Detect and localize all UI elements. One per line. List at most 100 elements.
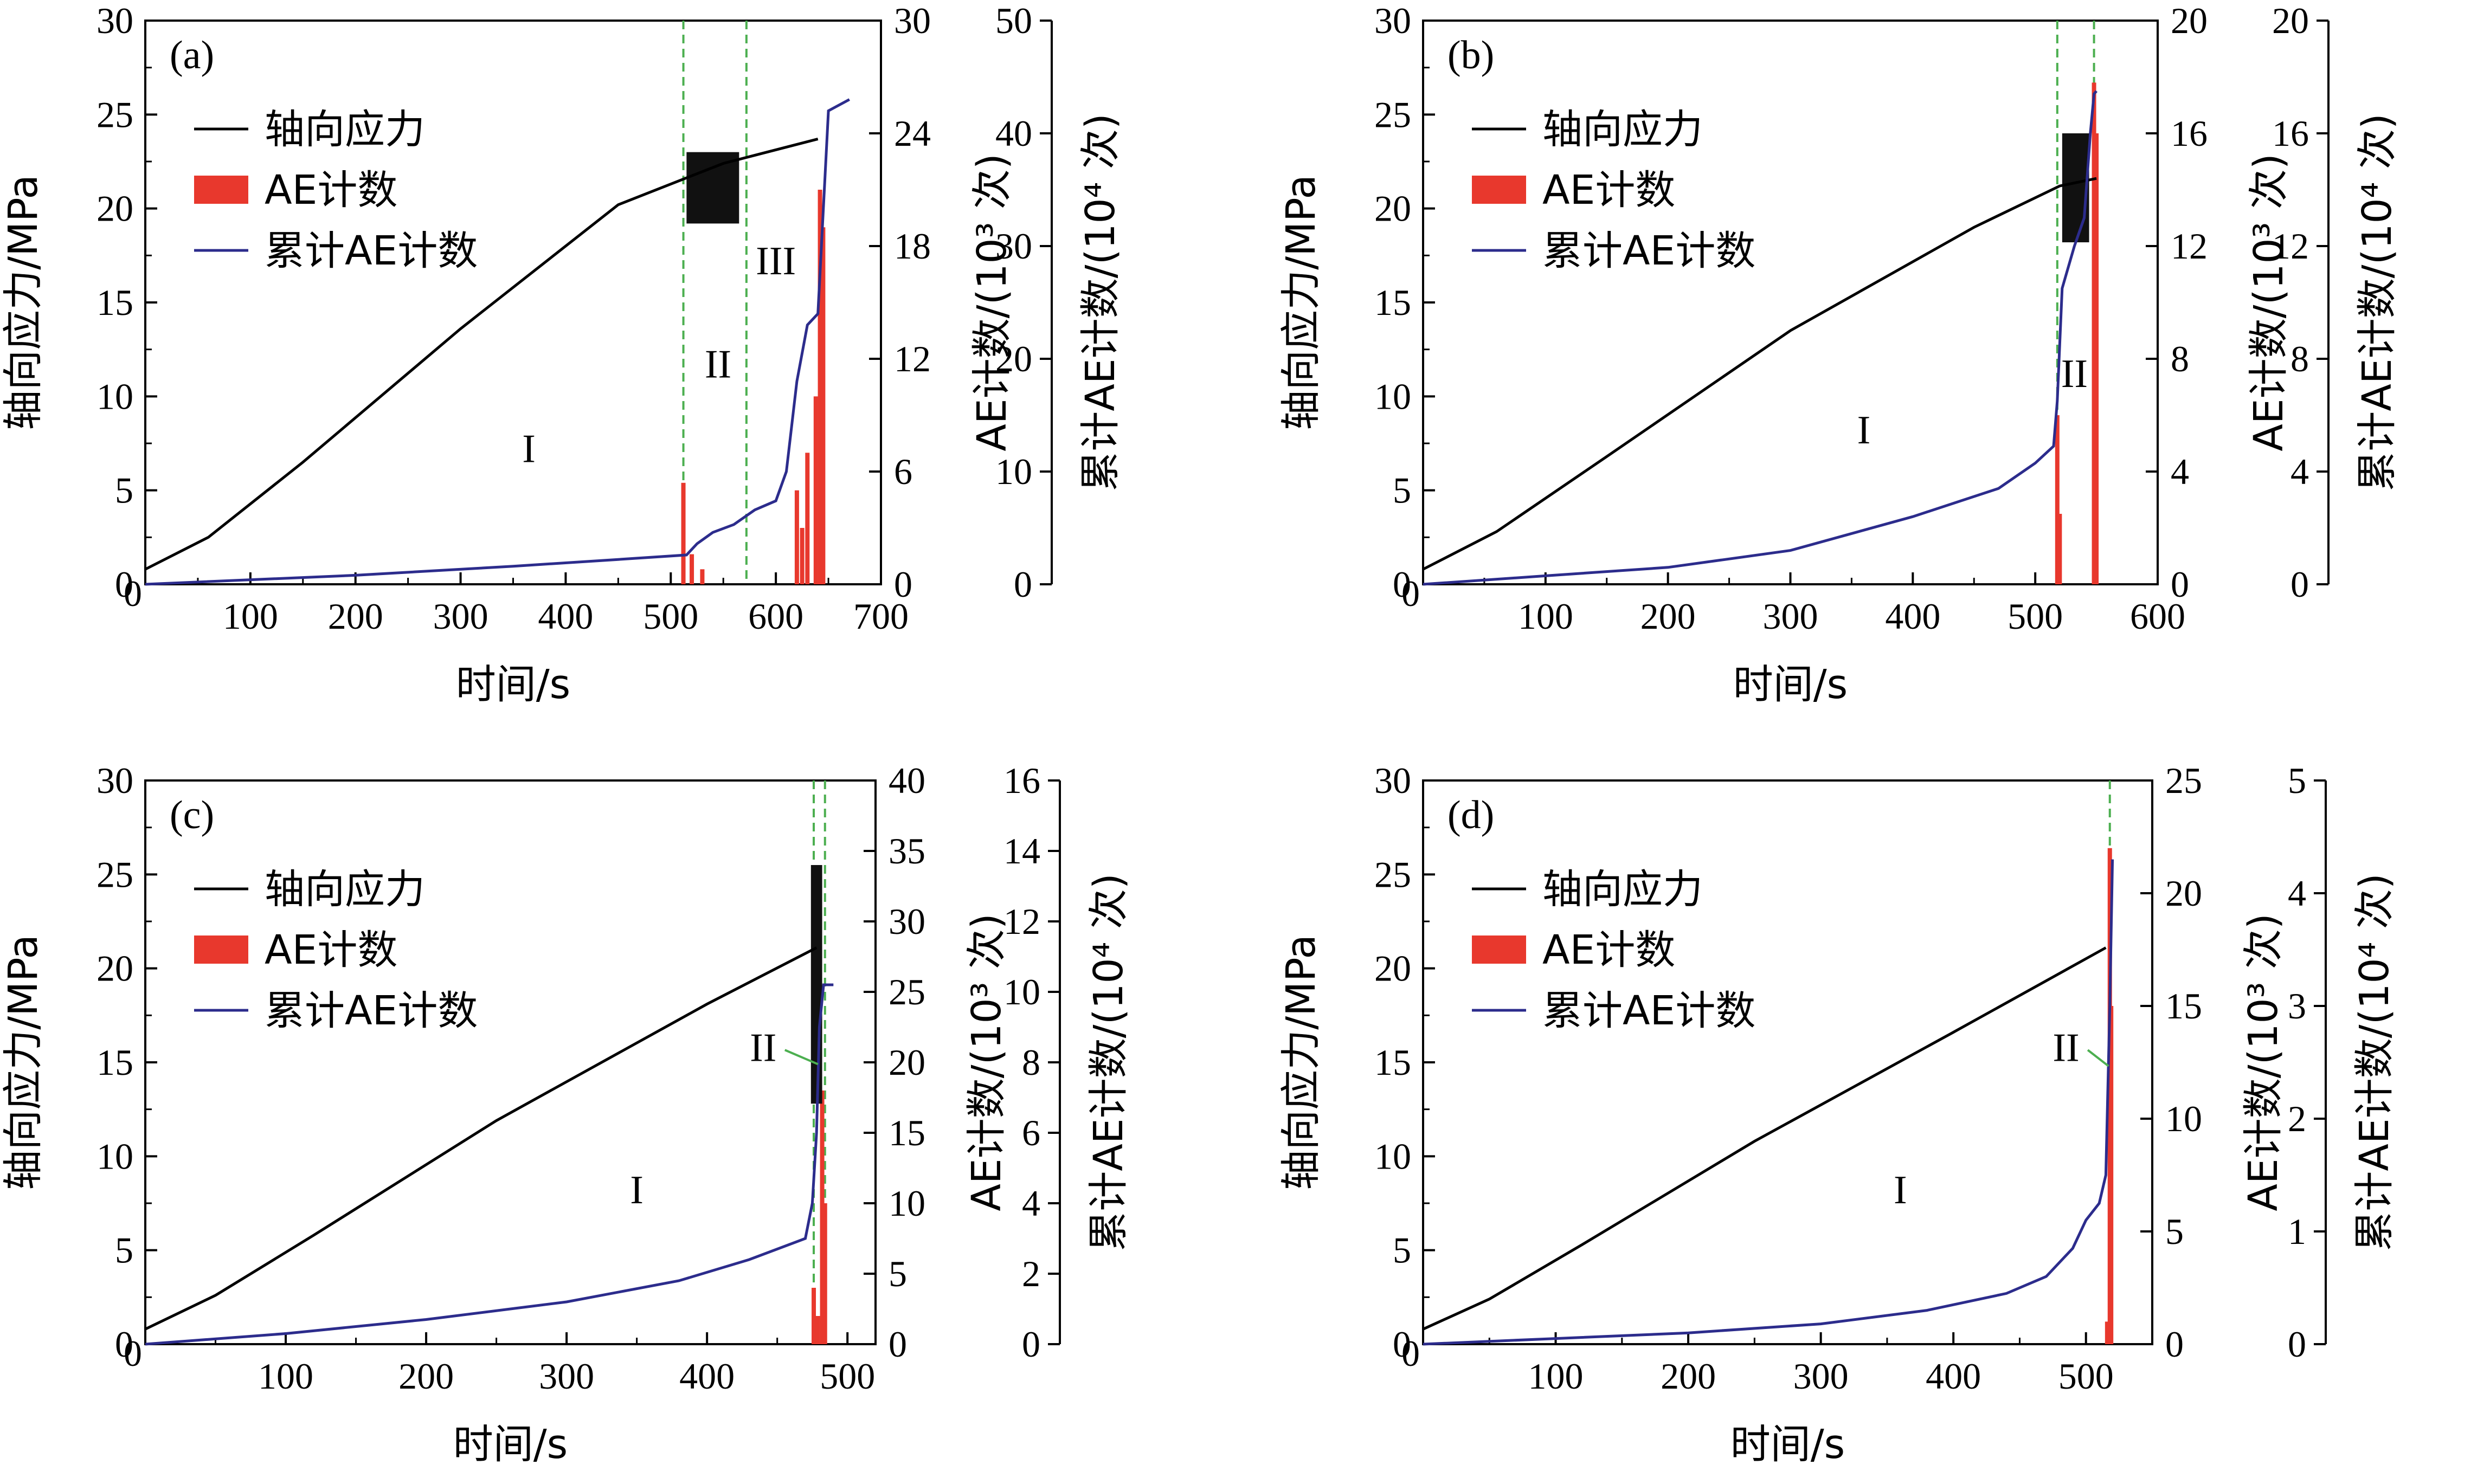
y-tick-label-ae: 6 [894, 451, 912, 492]
y-tick-label-ae: 20 [2165, 873, 2202, 914]
y-tick-label-cum: 16 [1003, 760, 1040, 801]
y-tick-label-ae: 5 [2165, 1211, 2184, 1252]
x-axis-title: 时间/s [453, 1421, 568, 1468]
y-tick-label-stress: 30 [1374, 0, 1411, 41]
x-tick-label: 300 [1793, 1356, 1849, 1397]
x-tick-label: 100 [1528, 1356, 1584, 1397]
y-tick-label-cum: 12 [2272, 225, 2309, 267]
x-tick-label: 400 [1926, 1356, 1981, 1397]
phase-label: I [1894, 1168, 1907, 1212]
y-tick-label-cum: 10 [1003, 971, 1040, 1012]
legend-ae-label: AE计数 [265, 167, 397, 214]
y-axis-title-ae: AE计数/(10³ 次) [969, 153, 1015, 451]
x-tick-label: 400 [679, 1356, 735, 1397]
y-tick-label-ae: 20 [889, 1042, 925, 1083]
y-tick-label-cum: 8 [2290, 338, 2309, 379]
phase-label: II [2061, 352, 2088, 396]
x-tick-label: 600 [2130, 596, 2185, 637]
y-tick-label-stress: 25 [1374, 854, 1411, 895]
legend-ae-label: AE计数 [265, 927, 397, 973]
x-origin-label: 0 [1401, 573, 1420, 614]
y-tick-label-cum: 4 [2290, 451, 2309, 492]
ae-dense-block [2062, 133, 2089, 243]
stress-line [1422, 177, 2097, 571]
y-tick-label-ae: 15 [2165, 985, 2202, 1027]
y-tick-label-ae: 25 [889, 971, 925, 1012]
y-axis-title-stress: 轴向应力/MPa [0, 934, 47, 1190]
y-tick-label-stress: 0 [115, 1324, 133, 1365]
plot-frame [1422, 779, 2153, 1345]
x-origin-label: 0 [124, 573, 142, 614]
x-tick-label: 300 [539, 1356, 594, 1397]
y-axis-title-stress: 轴向应力/MPa [1278, 175, 1324, 430]
x-tick-label: 500 [2008, 596, 2063, 637]
ae-count-spike [700, 569, 705, 584]
y-tick-label-stress: 15 [1374, 282, 1411, 323]
y-tick-label-stress: 15 [1374, 1042, 1411, 1083]
x-tick-label: 500 [820, 1356, 875, 1397]
y-tick-label-cum: 4 [2288, 873, 2306, 914]
x-tick-label: 400 [538, 596, 593, 637]
panel-tag: (c) [170, 793, 214, 837]
phase-label: I [522, 427, 536, 472]
y-tick-label-cum: 3 [2288, 985, 2306, 1027]
ae-count-spike [822, 1203, 827, 1344]
ae-count-spike [2109, 1006, 2114, 1344]
legend-ae-swatch [1472, 176, 1526, 204]
ae-count-spike [820, 1091, 825, 1344]
x-tick-label: 300 [433, 596, 488, 637]
y-tick-label-cum: 1 [2288, 1211, 2306, 1252]
y-tick-label-cum: 20 [2272, 0, 2309, 41]
x-tick-label: 300 [1763, 596, 1818, 637]
phase-callout-line [2087, 1049, 2109, 1067]
ae-count-spike [2055, 415, 2060, 584]
y-tick-label-ae: 20 [2171, 0, 2208, 41]
y-tick-label-stress: 0 [115, 564, 133, 605]
y-axis-title-cum: 累计AE计数/(10⁴ 次) [1085, 873, 1132, 1251]
y-tick-label-stress: 0 [1393, 1324, 1411, 1365]
ae-count-spike [794, 490, 799, 584]
phase-label: III [756, 239, 796, 283]
phase-label: I [630, 1168, 644, 1212]
y-tick-label-stress: 10 [96, 376, 133, 417]
y-tick-label-ae: 24 [894, 113, 931, 154]
ae-count-spike [681, 482, 686, 584]
y-tick-label-stress: 20 [1374, 948, 1411, 989]
x-tick-label: 200 [328, 596, 383, 637]
y-tick-label-stress: 30 [96, 0, 133, 41]
y-axis-title-cum: 累计AE计数/(10⁴ 次) [2354, 113, 2401, 491]
legend-stress-label: 轴向应力 [1542, 106, 1703, 153]
y-tick-label-cum: 50 [995, 0, 1032, 41]
y-tick-label-cum: 40 [995, 113, 1032, 154]
y-tick-label-stress: 20 [1374, 188, 1411, 229]
y-tick-label-stress: 20 [96, 188, 133, 229]
y-tick-label-cum: 2 [1022, 1253, 1040, 1294]
legend-ae-label: AE计数 [1542, 167, 1675, 214]
plot-frame [1422, 20, 2159, 585]
x-axis-title: 时间/s [1730, 1421, 1845, 1468]
phase-label: II [2053, 1025, 2079, 1070]
ae-count-spike [2092, 82, 2096, 584]
y-tick-label-stress: 0 [1393, 564, 1411, 605]
y-tick-label-stress: 30 [96, 760, 133, 801]
legend-stress-label: 轴向应力 [1542, 866, 1703, 913]
y-tick-label-ae: 12 [2171, 225, 2208, 267]
legend-ae-swatch [1472, 935, 1526, 964]
y-tick-label-cum: 0 [2290, 564, 2309, 605]
stress-line [144, 946, 818, 1331]
y-tick-label-stress: 25 [96, 854, 133, 895]
y-tick-label-stress: 30 [1374, 760, 1411, 801]
y-tick-label-cum: 30 [995, 225, 1032, 267]
y-tick-label-cum: 16 [2272, 113, 2309, 154]
y-tick-label-cum: 0 [2288, 1324, 2306, 1365]
y-tick-label-stress: 25 [96, 94, 133, 135]
y-tick-label-ae: 10 [2165, 1098, 2202, 1139]
stress-line [1422, 946, 2107, 1331]
legend-cum-label: 累计AE计数 [265, 228, 478, 274]
phase-label: II [750, 1025, 776, 1070]
y-tick-label-cum: 8 [1022, 1042, 1040, 1083]
